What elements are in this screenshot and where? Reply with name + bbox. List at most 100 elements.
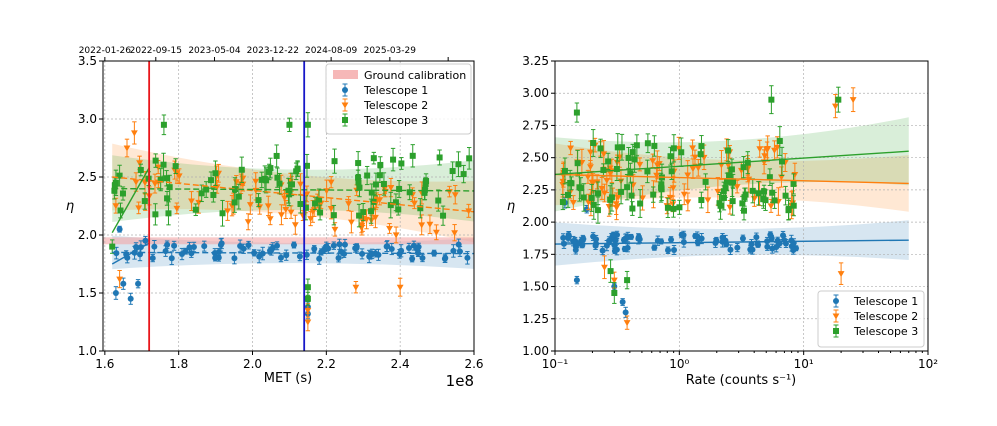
data-point — [381, 185, 388, 192]
data-point — [154, 164, 162, 171]
data-point — [790, 202, 797, 209]
data-point — [837, 271, 845, 278]
data-point — [396, 185, 403, 192]
data-point — [436, 154, 443, 161]
data-point — [212, 170, 219, 177]
data-point — [569, 200, 577, 207]
data-point — [600, 151, 608, 158]
data-point — [570, 238, 577, 245]
data-point — [739, 235, 746, 242]
data-point — [297, 201, 304, 208]
ground-calibration-band — [103, 237, 474, 245]
legend-telescope-1-label: Telescope 1 — [853, 295, 918, 308]
data-point — [594, 190, 601, 197]
data-point — [627, 170, 634, 177]
data-point — [119, 190, 126, 197]
data-point — [335, 254, 342, 261]
data-point — [620, 237, 627, 244]
data-point — [733, 184, 741, 191]
data-point — [244, 219, 252, 226]
right-y-axis-label: η — [507, 199, 515, 214]
data-point — [141, 198, 148, 205]
data-point — [719, 234, 726, 241]
right-legend-box — [817, 290, 925, 348]
data-point — [751, 196, 758, 203]
data-point — [440, 212, 447, 219]
data-point — [587, 164, 594, 171]
data-point — [212, 254, 219, 261]
data-point — [376, 197, 384, 204]
top-date-label: 2023-05-04 — [188, 46, 241, 56]
data-point — [669, 185, 677, 192]
data-point — [278, 212, 285, 219]
legend-marker — [832, 313, 840, 320]
data-point — [435, 197, 442, 204]
data-point — [396, 284, 404, 291]
data-point — [726, 204, 734, 211]
data-point — [142, 237, 149, 244]
data-point — [423, 178, 430, 185]
data-point — [355, 160, 362, 167]
data-point — [210, 191, 217, 198]
data-point — [590, 139, 597, 146]
data-point — [613, 165, 620, 172]
data-point — [160, 161, 167, 168]
right-legend: Telescope 1 Telescope 2 Telescope 3 — [817, 290, 925, 348]
y-tick-label: 3.00 — [522, 86, 549, 100]
data-point — [304, 284, 311, 291]
data-point — [152, 157, 159, 164]
data-point — [785, 207, 792, 214]
data-point — [756, 146, 764, 153]
data-point — [165, 210, 172, 217]
data-point — [405, 244, 412, 251]
legend-ground-label: Ground calibration — [364, 69, 466, 82]
data-point — [132, 179, 140, 186]
legend-telescope-1-marker — [833, 294, 839, 308]
data-point — [330, 212, 337, 219]
x-tick-label: 1.8 — [169, 357, 188, 371]
data-point — [323, 243, 330, 250]
trend-line — [112, 187, 475, 192]
data-point — [725, 147, 732, 154]
data-point — [767, 203, 775, 210]
y-tick-label: 3.0 — [78, 112, 97, 126]
left-data-points — [109, 112, 473, 332]
y-tick-label: 3.25 — [522, 54, 549, 68]
data-point — [639, 195, 646, 202]
data-point — [116, 276, 124, 283]
data-point — [327, 179, 335, 186]
data-point — [684, 172, 692, 179]
data-point — [567, 145, 575, 152]
data-point — [356, 212, 363, 219]
data-point — [628, 233, 635, 240]
data-point — [741, 194, 748, 201]
data-point — [171, 242, 178, 249]
x-tick-label: 1.6 — [95, 357, 114, 371]
data-point — [635, 234, 642, 241]
data-point — [303, 191, 311, 198]
data-point — [761, 153, 769, 160]
data-point — [352, 284, 360, 291]
data-point — [668, 168, 675, 175]
early-trend-line — [111, 167, 150, 234]
data-point — [573, 277, 580, 284]
legend-marker — [342, 87, 348, 93]
data-point — [347, 219, 355, 226]
left-y-axis-label: η — [66, 199, 74, 214]
data-point — [618, 144, 625, 151]
data-point — [698, 197, 705, 204]
data-point — [465, 208, 473, 215]
data-point — [109, 243, 116, 250]
data-point — [151, 181, 159, 188]
data-point — [624, 277, 631, 284]
data-point — [164, 195, 171, 202]
data-point — [593, 236, 600, 243]
data-point — [372, 214, 379, 221]
top-date-label: 2024-08-09 — [305, 46, 358, 56]
data-point — [675, 145, 683, 152]
data-point — [336, 241, 343, 248]
data-point — [740, 207, 747, 214]
data-point — [166, 184, 173, 191]
legend-marker — [342, 117, 348, 123]
